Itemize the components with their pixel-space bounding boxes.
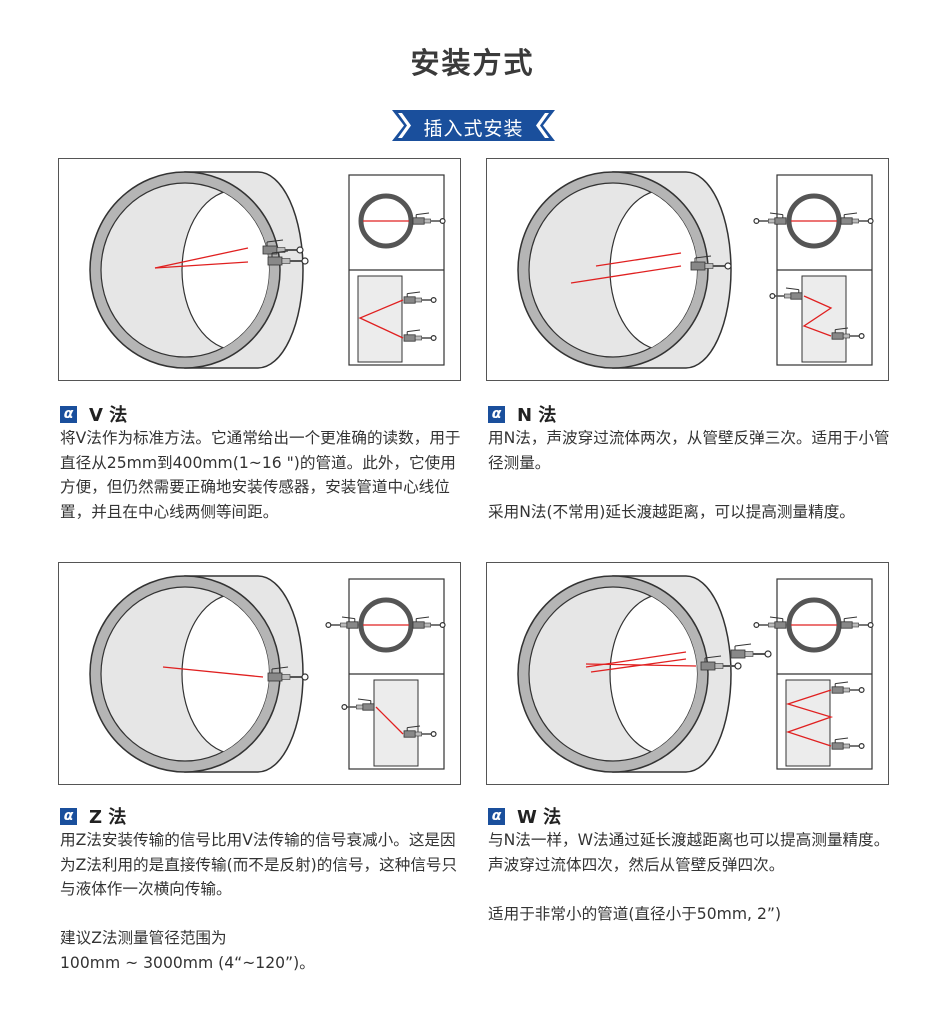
alpha-icon: α — [60, 405, 77, 423]
method-paragraph: 采用N法(不常用)延长渡越距离，可以提高测量精度。 — [488, 502, 855, 521]
method-title: N 法 — [517, 405, 557, 426]
transducer-icon — [840, 616, 874, 629]
sound-path — [595, 252, 682, 267]
method-paragraph: 用N法，声波穿过流体两次，从管壁反弹三次。适用于小管径测量。 — [488, 429, 890, 472]
sound-path — [570, 265, 682, 284]
alpha-icon: α — [488, 405, 505, 423]
paragraph-gap — [60, 902, 470, 927]
n-method-diagram — [486, 158, 889, 381]
page-title: 安装方式 — [410, 46, 535, 80]
n-method-description: α N 法用N法，声波穿过流体两次，从管壁反弹三次。适用于小管径测量。采用N法(不… — [488, 402, 898, 524]
sound-path — [375, 706, 404, 735]
z-method-diagram — [58, 562, 461, 785]
transducer-icon — [267, 250, 309, 266]
paragraph-gap — [488, 475, 898, 500]
transducer-icon — [753, 212, 787, 225]
transducer-icon — [769, 287, 803, 300]
alpha-icon: α — [488, 807, 505, 825]
sound-path — [785, 689, 834, 747]
alpha-icon: α — [60, 807, 77, 825]
section-banner: 插入式安装 — [392, 110, 555, 141]
transducer-icon — [341, 698, 375, 711]
w-method-diagram — [486, 562, 889, 785]
v-method-diagram — [58, 158, 461, 381]
paragraph-gap — [488, 877, 898, 902]
method-title: W 法 — [517, 807, 562, 828]
transducer-icon — [267, 666, 309, 682]
v-method-description: α V 法将V法作为标准方法。它通常给出一个更准确的读数，用于直径从25mm到40… — [60, 402, 470, 524]
sound-path — [585, 663, 697, 667]
transducer-icon — [831, 327, 865, 340]
transducer-icon — [840, 212, 874, 225]
sound-path — [154, 261, 249, 269]
method-paragraph: 与N法一样，W法通过延长渡越距离也可以提高测量精度。声波穿过流体四次，然后从管壁… — [488, 831, 890, 874]
pipe-side-view — [373, 679, 419, 767]
pipe-side-view — [357, 275, 403, 363]
transducer-icon — [831, 681, 865, 694]
transducer-icon — [831, 737, 865, 750]
sound-path — [802, 295, 833, 337]
pipe-side-view — [801, 275, 847, 363]
z-method-description: α Z 法用Z法安装传输的信号比用V法传输的信号衰减小。这是因为Z法利用的是直接传… — [60, 804, 470, 975]
method-paragraph: 适用于非常小的管道(直径小于50mm, 2”) — [488, 904, 782, 923]
sound-path — [358, 299, 404, 339]
method-title: V 法 — [89, 405, 128, 426]
transducer-icon — [403, 725, 437, 738]
banner-label: 插入式安装 — [423, 118, 524, 140]
method-title: Z 法 — [89, 807, 127, 828]
transducer-icon — [753, 616, 787, 629]
transducer-icon — [403, 329, 437, 342]
sound-path — [162, 666, 264, 678]
w-method-description: α W 法与N法一样，W法通过延长渡越距离也可以提高测量精度。声波穿过流体四次，然… — [488, 804, 898, 926]
transducer-icon — [412, 616, 446, 629]
transducer-icon — [325, 616, 359, 629]
transducer-icon — [403, 291, 437, 304]
method-paragraph: 用Z法安装传输的信号比用V法传输的信号衰减小。这是因为Z法利用的是直接传输(而不… — [60, 831, 458, 898]
transducer-icon — [700, 655, 742, 671]
method-paragraph: 将V法作为标准方法。它通常给出一个更准确的读数，用于直径从25mm到400mm(… — [60, 429, 461, 521]
transducer-icon — [690, 255, 732, 271]
transducer-icon — [412, 212, 446, 225]
sound-path — [154, 247, 249, 269]
transducer-icon — [262, 239, 304, 255]
transducer-icon — [730, 643, 772, 659]
method-paragraph: 建议Z法测量管径范围为 100mm ~ 3000mm (4“~120”)。 — [60, 929, 315, 972]
banner-ribbon — [392, 110, 555, 141]
pipe-side-view — [785, 679, 831, 767]
